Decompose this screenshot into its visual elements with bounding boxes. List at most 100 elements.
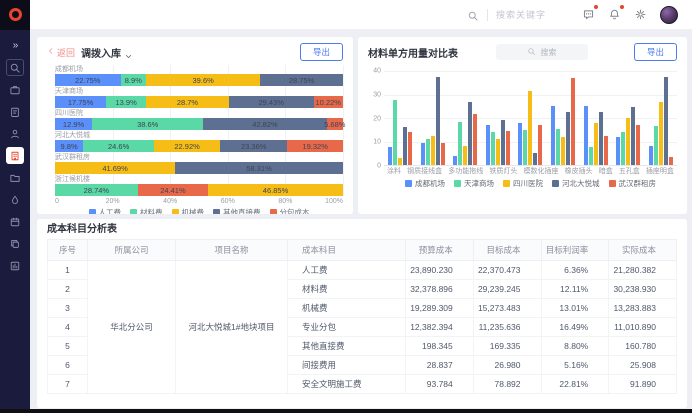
sidebar-item-clipboard[interactable] [6,103,24,120]
bar[interactable] [603,135,608,165]
bar[interactable] [588,147,593,165]
bar[interactable] [598,112,603,165]
bar[interactable] [473,114,478,165]
bar[interactable] [648,146,653,165]
bar[interactable] [505,130,510,165]
bar-segment[interactable]: 13.9% [106,96,147,108]
bar[interactable] [398,157,403,165]
bar-segment[interactable]: 38.6% [92,118,204,130]
bar[interactable] [523,129,528,165]
bar[interactable] [425,139,430,165]
sidebar-item-report[interactable] [6,257,24,274]
bar-segment[interactable]: 29.43% [228,96,314,108]
bar-segment[interactable]: 41.69% [55,162,176,174]
global-search-placeholder[interactable]: 搜索关键字 [495,10,546,20]
global-search[interactable]: 搜索关键字 [467,8,546,21]
bar[interactable] [663,76,668,165]
panel-search-input[interactable]: 搜索 [495,44,588,60]
bar[interactable] [621,132,626,165]
legend-item[interactable]: 天津商场 [454,178,494,189]
bar-segment[interactable]: 22.75% [55,74,121,86]
sidebar-item-folder[interactable] [6,169,24,186]
bar-segment[interactable]: 42.82% [203,118,327,130]
bar[interactable] [616,136,621,165]
bar[interactable] [420,142,425,165]
bar[interactable] [533,153,538,165]
legend-item[interactable]: 河北大悦城 [552,178,600,189]
gear-icon[interactable] [633,7,648,22]
bar[interactable] [440,142,445,165]
bar[interactable] [393,100,398,165]
bar[interactable] [490,132,495,165]
search-icon[interactable] [467,9,479,21]
bar[interactable] [403,127,408,165]
bar[interactable] [430,135,435,165]
sidebar-item-user[interactable] [6,125,24,142]
bar[interactable] [435,76,440,165]
bar[interactable] [408,132,413,165]
bar[interactable] [388,147,393,165]
legend-item[interactable]: 武汉群租房 [608,178,656,189]
bar-segment[interactable]: 22.92% [154,140,221,152]
chevron-down-icon[interactable] [124,48,133,58]
bar[interactable] [458,121,463,165]
avatar[interactable] [660,5,678,24]
export-button-right[interactable]: 导出 [633,42,677,62]
message-icon[interactable] [581,5,598,22]
sidebar-item-briefcase[interactable] [6,81,24,98]
bar-segment[interactable]: 39.6% [146,74,261,86]
bar-segment[interactable]: 28.74% [55,184,138,196]
bar[interactable] [495,139,500,165]
bar-segment[interactable]: 46.85% [208,184,343,196]
bar-segment[interactable]: 58.31% [175,162,343,174]
bar[interactable] [626,118,631,165]
sidebar-item-droplet[interactable] [6,191,24,208]
bar[interactable] [631,107,636,165]
bar[interactable] [463,146,468,165]
bar[interactable] [538,125,543,165]
bar[interactable] [636,125,641,165]
sidebar-collapse[interactable]: » [12,40,18,51]
bar[interactable] [556,128,560,165]
bar[interactable] [593,122,598,165]
bar-segment[interactable]: 9.8% [55,140,84,152]
legend-item[interactable]: 成都机场 [405,178,445,189]
bar-segment[interactable]: 19.32% [287,140,343,152]
bar-segment[interactable]: 28.7% [146,96,229,108]
sidebar-item-cost[interactable] [6,147,24,164]
bar[interactable] [566,112,570,165]
bar[interactable] [551,106,555,165]
legend-item[interactable]: 分包成本 [269,207,310,214]
bar[interactable] [518,122,523,165]
bar-segment[interactable]: 5.68% [324,118,346,130]
bar-segment[interactable]: 8.9% [120,74,147,86]
bar[interactable] [528,90,533,165]
legend-item[interactable]: 四川医院 [503,178,543,189]
bar[interactable] [468,101,473,165]
bell-icon[interactable] [607,5,624,22]
sidebar-item-copy[interactable] [6,235,24,252]
bar[interactable] [668,156,673,165]
export-button-left[interactable]: 导出 [299,42,343,62]
bar[interactable] [658,101,663,165]
bar-segment[interactable]: 23.36% [220,140,288,152]
bar[interactable] [453,155,458,165]
bar[interactable] [653,126,658,165]
bar-segment[interactable]: 28.75% [260,74,343,86]
legend-item[interactable]: 材料费 [130,207,163,214]
back-label[interactable]: 返回 [57,47,76,58]
legend-item[interactable]: 机械费 [171,207,204,214]
legend-item[interactable]: 其他直接费 [213,207,261,214]
sidebar-item-search[interactable] [6,59,24,76]
bar-segment[interactable]: 17.75% [55,96,107,108]
bar[interactable] [571,78,575,165]
legend-item[interactable]: 人工费 [88,207,121,214]
sidebar-item-calendar[interactable] [6,213,24,230]
bar[interactable] [485,125,490,165]
bar-segment[interactable]: 24.6% [83,140,155,152]
bar[interactable] [561,136,565,165]
bar-segment[interactable]: 12.9% [55,118,93,130]
bar[interactable] [583,106,588,165]
back-link[interactable]: 返回 [47,46,75,59]
bar-segment[interactable]: 24.41% [137,184,209,196]
